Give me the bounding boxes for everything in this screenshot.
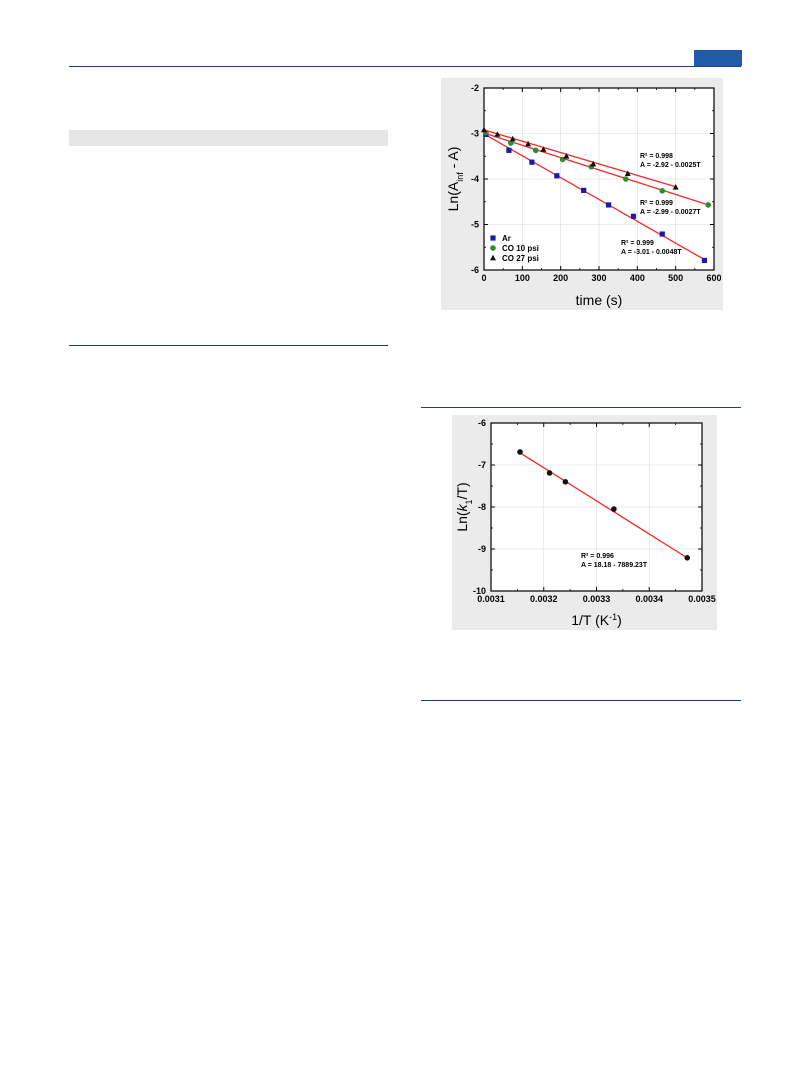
data-point-s0-0	[517, 449, 523, 455]
y-tick-label-3: -9	[478, 544, 486, 554]
data-point-s2-1	[494, 131, 501, 137]
fit-r2-text-0: R² = 0.999	[621, 240, 654, 247]
data-point-s0-4	[684, 555, 691, 561]
fit-line-1	[483, 132, 711, 207]
x-tick-label-6: 600	[706, 273, 721, 283]
data-point-s0-5	[605, 202, 612, 208]
chart-kinetics-time: 0 100 200 300 400 500 600 -2 -3 -4 -5 -6 R² = 0.999 A…	[445, 83, 722, 308]
x-tick-label-1: 100	[515, 273, 530, 283]
data-point-s0-3	[611, 506, 617, 512]
header-rule	[69, 66, 741, 67]
section-heading-bar	[69, 130, 388, 146]
figure-1-top-rule	[421, 76, 741, 77]
x-tick-label-5: 500	[668, 273, 683, 283]
y-tick-label-2: -4	[471, 174, 479, 184]
data-point-s2-4	[540, 146, 547, 152]
y-axis-title: Ln(k1/T)	[454, 482, 474, 531]
x-tick-label-4: 400	[630, 273, 645, 283]
x-tick-label-4: 0.0035	[688, 594, 716, 604]
y-tick-label-2: -8	[478, 502, 486, 512]
x-tick-label-1: 0.0032	[530, 594, 558, 604]
fit-r2-text-0: R² = 0.996	[581, 553, 614, 560]
legend-marker-2	[490, 254, 496, 261]
x-tick-label-3: 300	[591, 273, 606, 283]
data-point-s1-5	[623, 176, 629, 182]
figure-2: 0.0031 0.0032 0.0033 0.0034 0.0035 -6 -7 -8 -9 -1…	[452, 415, 717, 630]
y-axis-title-part-1: k	[454, 503, 470, 511]
chart-eyring-plot: 0.0031 0.0032 0.0033 0.0034 0.0035 -6 -7 -8 -9 -1…	[454, 418, 716, 628]
y-tick-label-0: -6	[478, 418, 486, 428]
x-axis-title-part-1: -1	[609, 612, 617, 622]
y-tick-label-3: -5	[471, 220, 479, 230]
header-tab-accent	[694, 50, 742, 66]
figure-2-bottom-rule	[421, 700, 741, 701]
fit-r2-text-2: R² = 0.998	[640, 153, 673, 160]
data-point-s0-2	[529, 159, 535, 165]
y-axis-title-part-3: /T)	[454, 482, 470, 499]
y-axis-title-part-0: Ln(	[454, 511, 470, 532]
x-tick-label-0: 0	[481, 273, 486, 283]
data-point-s0-6	[630, 213, 637, 219]
legend-marker-0	[490, 235, 496, 241]
figure-1: 0 100 200 300 400 500 600 -2 -3 -4 -5 -6 R² = 0.999 A…	[441, 78, 723, 310]
data-point-s1-6	[659, 188, 666, 194]
x-axis-title: 1/T (K-1)	[571, 612, 622, 628]
x-tick-label-2: 200	[553, 273, 568, 283]
y-axis-title: Ln(Ainf - A)	[445, 147, 465, 212]
data-point-s2-6	[590, 160, 597, 167]
y-axis-title-part-2: - A)	[445, 147, 461, 173]
y-tick-label-0: -2	[471, 83, 479, 93]
y-axis-title-part-1: inf	[455, 172, 465, 182]
fit-r2-label-1: R² = 0.999	[640, 200, 673, 207]
fit-r2-label-0: R² = 0.999	[621, 240, 654, 247]
y-axis-title-part-0: Ln(A	[445, 181, 461, 211]
fit-line-0	[483, 133, 707, 262]
fit-equation-label-0: A = -3.01 - 0.0048T	[621, 249, 682, 256]
legend-label-2: CO 27 psi	[502, 254, 539, 263]
fit-equation-label-2: A = -2.92 - 0.0025T	[640, 162, 701, 169]
data-point-s1-2	[532, 147, 539, 154]
fit-r2-text-1: R² = 0.999	[640, 200, 673, 207]
data-point-s0-3	[554, 173, 560, 179]
x-tick-label-0: 0.0031	[477, 594, 505, 604]
data-point-s0-2	[562, 479, 569, 485]
y-axis-title-part-2: 1	[464, 499, 474, 504]
x-axis-title-part-0: 1/T (K	[571, 612, 610, 628]
fit-equation-label-0: A = 18.18 - 7889.23T	[581, 562, 648, 569]
data-point-s1-1	[508, 140, 514, 146]
x-tick-label-3: 0.0034	[635, 594, 663, 604]
fit-line-0	[519, 452, 688, 559]
y-tick-label-4: -10	[473, 586, 486, 596]
data-point-s0-1	[546, 470, 553, 476]
fit-line-2	[483, 129, 676, 188]
data-point-s2-5	[563, 153, 570, 159]
figure-2-top-rule	[421, 407, 741, 408]
legend-marker-1	[490, 245, 496, 251]
x-tick-label-2: 0.0033	[583, 594, 611, 604]
legend-label-0: Ar	[502, 234, 511, 243]
y-tick-label-1: -7	[478, 460, 486, 470]
fit-r2-label-0: R² = 0.996	[581, 553, 614, 560]
data-point-s0-4	[581, 187, 587, 193]
legend-label-1: CO 10 psi	[502, 244, 539, 253]
fit-r2-label-2: R² = 0.998	[640, 153, 673, 160]
x-axis-title-part-2: )	[617, 612, 622, 628]
x-axis-title: time (s)	[576, 292, 623, 308]
fit-equation-label-1: A = -2.99 - 0.0027T	[640, 209, 701, 216]
left-column-rule	[69, 345, 388, 346]
data-point-s2-8	[672, 183, 679, 190]
data-point-s2-0	[481, 126, 487, 133]
data-point-s1-7	[705, 202, 712, 208]
y-tick-label-4: -6	[471, 265, 479, 275]
data-point-s2-3	[525, 140, 532, 147]
data-point-s0-1	[506, 147, 512, 153]
data-point-s2-7	[624, 170, 631, 176]
data-point-s0-7	[659, 231, 665, 237]
y-tick-label-1: -3	[471, 129, 479, 139]
data-point-s2-2	[509, 135, 516, 142]
data-point-s0-8	[701, 257, 708, 264]
